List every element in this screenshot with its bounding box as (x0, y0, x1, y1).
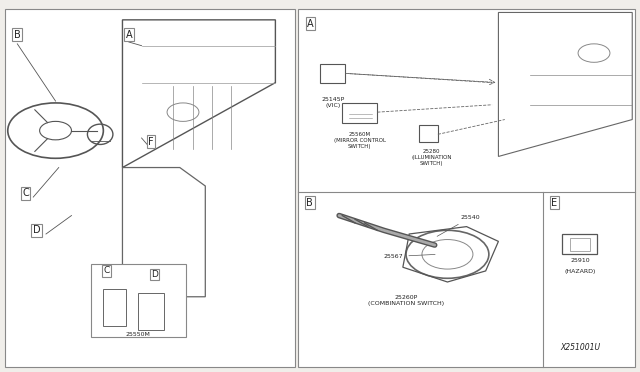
Bar (562, 234, 597, 254)
Text: E: E (552, 198, 557, 208)
Bar (320, 64, 346, 83)
Bar (138, 293, 164, 330)
Text: A: A (125, 30, 132, 40)
Text: 25280
(ILLUMINATION
SWITCH): 25280 (ILLUMINATION SWITCH) (412, 149, 452, 166)
Bar (103, 289, 125, 326)
Text: 25567: 25567 (384, 254, 435, 259)
Text: C: C (104, 266, 109, 275)
Text: B: B (307, 198, 313, 208)
Text: 25260P
(COMBINATION SWITCH): 25260P (COMBINATION SWITCH) (368, 295, 444, 306)
Text: B: B (14, 30, 20, 40)
Bar (298, 9, 636, 367)
Bar (342, 103, 378, 123)
Text: 25145P
(VIC): 25145P (VIC) (321, 97, 344, 108)
Text: 25540: 25540 (437, 215, 480, 236)
Text: D: D (151, 270, 157, 279)
Text: 25550M: 25550M (126, 331, 151, 337)
Text: A: A (307, 19, 314, 29)
Text: F: F (148, 137, 154, 147)
Bar (419, 125, 438, 142)
Bar (570, 238, 590, 251)
Text: 25560M
(MIRROR CONTROL
SWITCH): 25560M (MIRROR CONTROL SWITCH) (333, 132, 385, 149)
Text: X251001U: X251001U (560, 343, 600, 352)
Text: 25910: 25910 (570, 258, 590, 263)
Bar (91, 263, 186, 337)
Text: D: D (33, 225, 40, 235)
Bar (4, 9, 294, 367)
Text: C: C (22, 188, 29, 198)
Text: (HAZARD): (HAZARD) (564, 269, 596, 274)
